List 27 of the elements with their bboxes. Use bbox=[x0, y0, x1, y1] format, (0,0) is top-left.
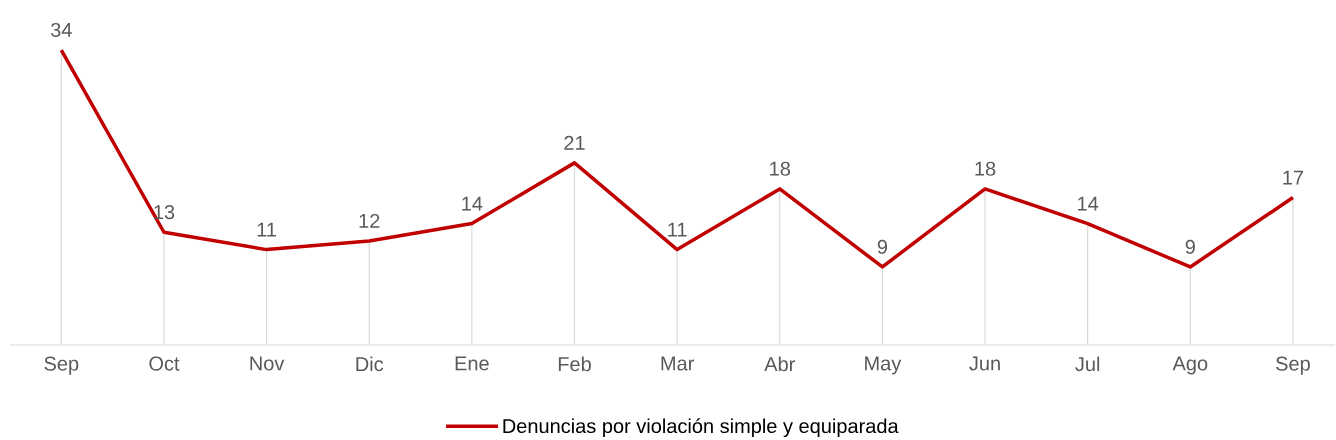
data-label: 11 bbox=[668, 222, 687, 237]
data-label: 9 bbox=[877, 239, 888, 254]
x-tick-label: Oct bbox=[149, 356, 180, 371]
x-tick-label: Mar bbox=[661, 356, 695, 371]
data-label: 14 bbox=[462, 196, 483, 211]
data-label: 14 bbox=[1078, 196, 1099, 211]
x-tick-label: Abr bbox=[764, 356, 795, 372]
x-tick-label: Sep bbox=[44, 356, 79, 375]
x-tick-label: May bbox=[865, 356, 902, 375]
data-label: 18 bbox=[975, 161, 996, 176]
data-label: 21 bbox=[564, 135, 585, 150]
x-tick-label: Jul bbox=[1075, 356, 1100, 372]
x-tick-label: Ago bbox=[1172, 356, 1208, 375]
data-label: 17 bbox=[1283, 170, 1304, 185]
legend-label: Denuncias por violación simple y equiparada bbox=[503, 418, 899, 438]
data-label: 11 bbox=[257, 222, 276, 237]
x-tick-label: Sep bbox=[1276, 356, 1310, 375]
x-tick-label: Jun bbox=[969, 356, 1000, 371]
data-label: 34 bbox=[50, 22, 72, 38]
x-tick-label: Feb bbox=[558, 356, 591, 372]
data-label: 12 bbox=[359, 213, 380, 228]
data-label: 18 bbox=[770, 161, 791, 176]
data-label: 13 bbox=[154, 205, 175, 220]
x-tick-label: Ene bbox=[455, 356, 489, 371]
x-tick-label: Dic bbox=[356, 356, 384, 372]
data-label: 9 bbox=[1185, 239, 1195, 254]
x-tick-label: Nov bbox=[250, 356, 285, 371]
